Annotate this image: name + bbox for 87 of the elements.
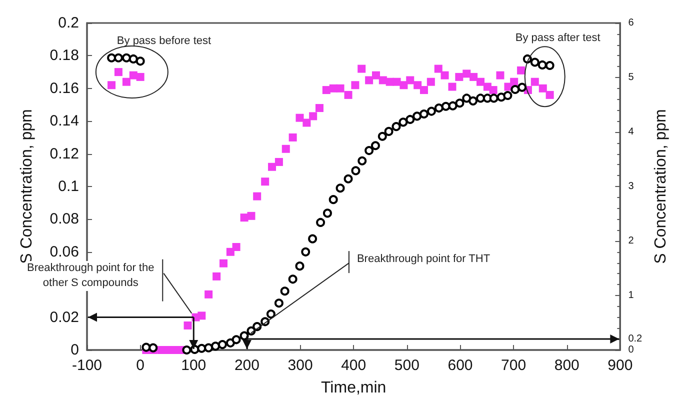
point	[503, 90, 512, 100]
point	[538, 60, 547, 70]
y2-tick-label: 2	[628, 236, 634, 246]
point	[351, 166, 360, 176]
point	[182, 346, 192, 354]
point	[364, 146, 374, 156]
y2-axis-title: S Concentration, ppm	[652, 109, 670, 264]
point	[322, 208, 332, 218]
point	[280, 286, 290, 296]
point	[398, 118, 408, 127]
x-tick-label: 900	[608, 357, 633, 374]
point	[142, 342, 151, 352]
x-tick-label: 600	[448, 357, 473, 374]
x-tick-label: 400	[341, 357, 366, 374]
point	[476, 94, 485, 103]
y-tick-label: 0.08	[50, 210, 79, 228]
point	[274, 298, 284, 308]
point	[211, 342, 220, 351]
x-tick-label: 200	[234, 357, 260, 374]
point	[240, 331, 249, 340]
point	[136, 56, 145, 66]
y-tick-label: 0.18	[50, 47, 79, 64]
x-tick-label: 300	[288, 357, 313, 374]
x-axis-title: Time,min	[321, 380, 386, 396]
point	[412, 112, 422, 121]
annotation: Breakthrough point for THT	[356, 252, 490, 268]
y2-tick-label: 1	[628, 290, 634, 301]
x-tick-label: 500	[394, 357, 420, 374]
y2-tick-label: 5	[628, 72, 634, 83]
point	[197, 344, 206, 353]
point	[441, 102, 450, 111]
annotation: By pass after test	[515, 30, 600, 46]
point	[510, 84, 520, 94]
point	[434, 104, 444, 113]
point	[448, 101, 458, 110]
point	[295, 262, 304, 271]
point	[419, 110, 428, 119]
x-tick-label: 0	[136, 357, 144, 374]
point	[489, 94, 498, 103]
point	[370, 141, 380, 150]
point	[462, 94, 472, 103]
point	[328, 195, 338, 204]
x-tick-label: 100	[181, 357, 206, 374]
point	[545, 61, 554, 70]
point	[406, 114, 415, 124]
y-tick-label: 0.16	[50, 80, 79, 97]
y2-tick-label: 0	[628, 344, 634, 356]
point	[128, 54, 138, 64]
point	[204, 343, 214, 352]
y-tick-label: 0	[70, 342, 79, 358]
point	[114, 53, 123, 62]
y-tick-label: 0.12	[50, 145, 79, 162]
y-tick-label: 0.06	[50, 243, 79, 260]
y2-tick-label: 4	[628, 126, 634, 138]
annotation: Breakthrough point for the other S compounds	[26, 261, 155, 292]
point	[148, 343, 158, 352]
point	[530, 58, 540, 67]
point	[392, 122, 401, 132]
point	[288, 274, 298, 284]
y2-tick-label: 6	[628, 18, 634, 28]
point	[122, 53, 131, 62]
point	[358, 156, 367, 166]
point	[518, 82, 527, 92]
y-tick-label: 0.14	[50, 112, 79, 130]
point	[226, 338, 235, 348]
point	[308, 234, 318, 244]
y2-tick-label: 3	[628, 181, 634, 192]
point	[218, 340, 227, 350]
annotation: By pass before test	[116, 34, 212, 49]
point	[232, 335, 241, 344]
x-tick-label: 800	[554, 357, 580, 374]
x-tick-label: 700	[501, 357, 526, 374]
y-tick-label: 0.2	[58, 14, 79, 32]
point	[455, 98, 464, 108]
point	[384, 126, 394, 136]
point	[468, 96, 478, 106]
point	[316, 218, 326, 227]
point	[266, 310, 276, 319]
x-tick-label: -100	[72, 357, 102, 374]
point	[426, 106, 436, 116]
point	[301, 247, 310, 256]
point	[378, 132, 387, 141]
point	[336, 184, 345, 193]
point	[344, 174, 353, 184]
y2-tick-label: 0.2	[628, 334, 643, 345]
y-tick-label: 0.02	[50, 308, 79, 326]
y-tick-label: 0.1	[58, 178, 79, 195]
